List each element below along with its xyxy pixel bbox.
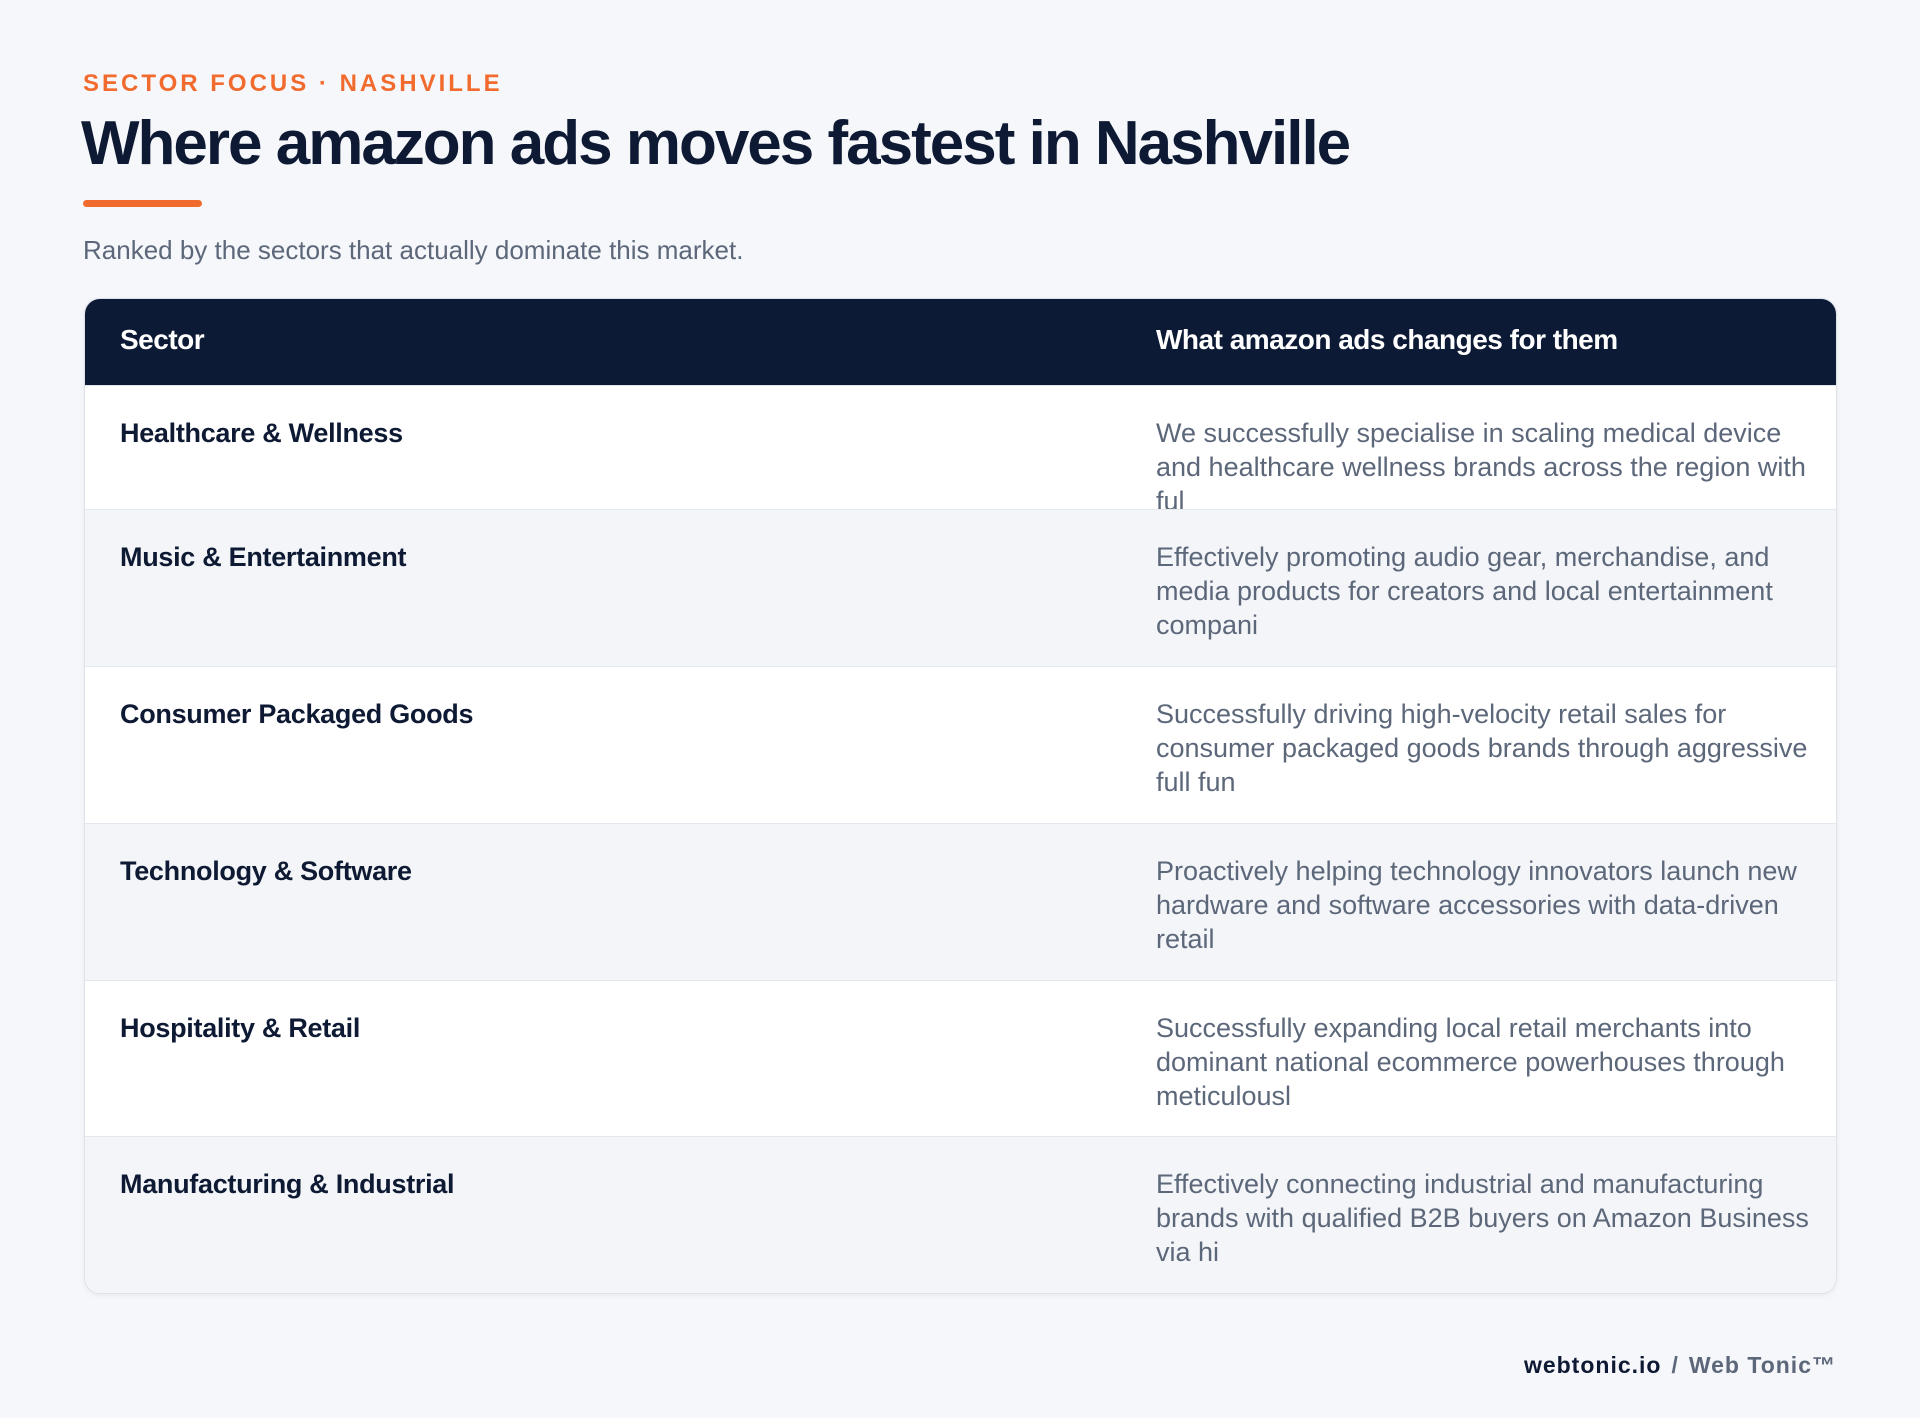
sector-name: Manufacturing & Industrial: [120, 1169, 455, 1199]
eyebrow-label: SECTOR FOCUS · NASHVILLE: [83, 70, 503, 97]
sector-description: Proactively helping technology innovator…: [1156, 856, 1797, 954]
page-title: Where amazon ads moves fastest in Nashvi…: [81, 109, 1351, 178]
table-row: Manufacturing & Industrial Effectively c…: [85, 1136, 1836, 1293]
column-header-sector: Sector: [120, 324, 205, 355]
sector-table: Sector What amazon ads changes for them …: [84, 298, 1837, 1294]
footer-separator: /: [1671, 1352, 1679, 1378]
sector-description: Successfully expanding local retail merc…: [1156, 1013, 1785, 1111]
sector-description: Effectively promoting audio gear, mercha…: [1156, 542, 1773, 640]
sector-name: Music & Entertainment: [120, 542, 407, 572]
table-row: Consumer Packaged Goods Successfully dri…: [85, 666, 1836, 823]
column-header-changes: What amazon ads changes for them: [1156, 324, 1618, 355]
sector-name: Technology & Software: [120, 856, 412, 886]
table-row: Technology & Software Proactively helpin…: [85, 823, 1836, 980]
sector-description: We successfully specialise in scaling me…: [1156, 418, 1806, 516]
sector-name: Consumer Packaged Goods: [120, 699, 474, 729]
footer-domain-link[interactable]: webtonic.io: [1523, 1352, 1662, 1378]
footer-credit: webtonic.io / Web Tonic™: [1524, 1352, 1836, 1379]
table-header: Sector What amazon ads changes for them: [85, 299, 1836, 385]
page-subtitle: Ranked by the sectors that actually domi…: [83, 235, 744, 265]
footer-brand: Web Tonic™: [1688, 1352, 1836, 1378]
title-accent-bar: [83, 200, 202, 207]
table-row: Healthcare & Wellness We successfully sp…: [85, 385, 1836, 516]
sector-description: Successfully driving high-velocity retai…: [1156, 699, 1808, 797]
sector-name: Hospitality & Retail: [120, 1013, 361, 1043]
table-row: Hospitality & Retail Successfully expand…: [85, 980, 1836, 1136]
sector-description: Effectively connecting industrial and ma…: [1156, 1169, 1809, 1267]
sector-name: Healthcare & Wellness: [120, 418, 403, 448]
table-row: Music & Entertainment Effectively promot…: [85, 509, 1836, 666]
